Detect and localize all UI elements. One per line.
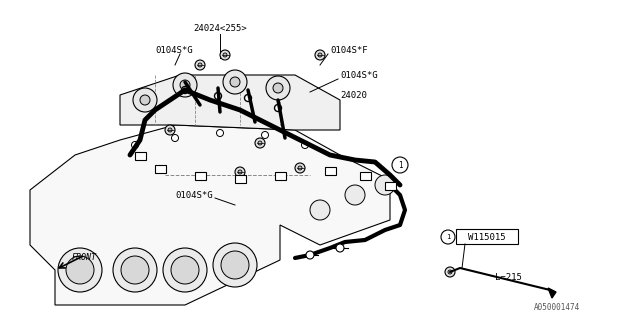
- Circle shape: [306, 251, 314, 259]
- Text: A050001474: A050001474: [534, 303, 580, 312]
- Circle shape: [255, 138, 265, 148]
- Text: 1: 1: [397, 161, 403, 170]
- Circle shape: [298, 166, 302, 170]
- FancyBboxPatch shape: [154, 164, 166, 172]
- Circle shape: [58, 248, 102, 292]
- Circle shape: [213, 243, 257, 287]
- Text: 0104S*G: 0104S*G: [340, 70, 378, 79]
- Circle shape: [113, 248, 157, 292]
- Circle shape: [295, 163, 305, 173]
- Circle shape: [195, 60, 205, 70]
- FancyBboxPatch shape: [234, 174, 246, 182]
- Polygon shape: [30, 125, 390, 305]
- Circle shape: [223, 53, 227, 57]
- Circle shape: [336, 244, 344, 252]
- Circle shape: [238, 170, 242, 174]
- Circle shape: [318, 53, 322, 57]
- Circle shape: [258, 141, 262, 145]
- Circle shape: [182, 86, 189, 93]
- Circle shape: [445, 267, 455, 277]
- Circle shape: [131, 141, 138, 148]
- Text: FRONT: FRONT: [72, 253, 97, 262]
- Circle shape: [140, 95, 150, 105]
- Circle shape: [345, 185, 365, 205]
- Text: 24024<255>: 24024<255>: [193, 23, 247, 33]
- Circle shape: [216, 130, 223, 137]
- Circle shape: [230, 77, 240, 87]
- Circle shape: [168, 128, 172, 132]
- Text: 0104S*G: 0104S*G: [155, 45, 193, 54]
- Polygon shape: [548, 288, 556, 298]
- FancyBboxPatch shape: [275, 172, 285, 180]
- Circle shape: [275, 105, 282, 111]
- Circle shape: [171, 256, 199, 284]
- Circle shape: [441, 230, 455, 244]
- Circle shape: [214, 92, 221, 100]
- FancyBboxPatch shape: [385, 181, 396, 189]
- Circle shape: [198, 63, 202, 67]
- Circle shape: [66, 256, 94, 284]
- Text: 24020: 24020: [340, 91, 367, 100]
- Text: 0104S*G: 0104S*G: [175, 190, 212, 199]
- Circle shape: [221, 251, 249, 279]
- Circle shape: [133, 88, 157, 112]
- Circle shape: [310, 200, 330, 220]
- FancyBboxPatch shape: [456, 229, 518, 244]
- Circle shape: [301, 141, 308, 148]
- Circle shape: [223, 70, 247, 94]
- Circle shape: [392, 157, 408, 173]
- Circle shape: [273, 83, 283, 93]
- Circle shape: [235, 167, 245, 177]
- Text: W115015: W115015: [468, 233, 506, 242]
- FancyBboxPatch shape: [360, 172, 371, 180]
- Circle shape: [448, 270, 452, 274]
- Circle shape: [262, 132, 269, 139]
- Text: 0104S*F: 0104S*F: [330, 45, 367, 54]
- Text: 1: 1: [446, 234, 450, 240]
- Polygon shape: [120, 75, 340, 130]
- Circle shape: [165, 125, 175, 135]
- Circle shape: [266, 76, 290, 100]
- Circle shape: [163, 248, 207, 292]
- FancyBboxPatch shape: [195, 172, 205, 180]
- Circle shape: [180, 80, 190, 90]
- FancyBboxPatch shape: [134, 151, 145, 159]
- Circle shape: [375, 175, 395, 195]
- Circle shape: [121, 256, 149, 284]
- Circle shape: [220, 50, 230, 60]
- FancyBboxPatch shape: [324, 166, 335, 174]
- Circle shape: [172, 134, 179, 141]
- Circle shape: [244, 94, 252, 101]
- Circle shape: [173, 73, 197, 97]
- Circle shape: [315, 50, 325, 60]
- Text: L=215: L=215: [495, 274, 522, 283]
